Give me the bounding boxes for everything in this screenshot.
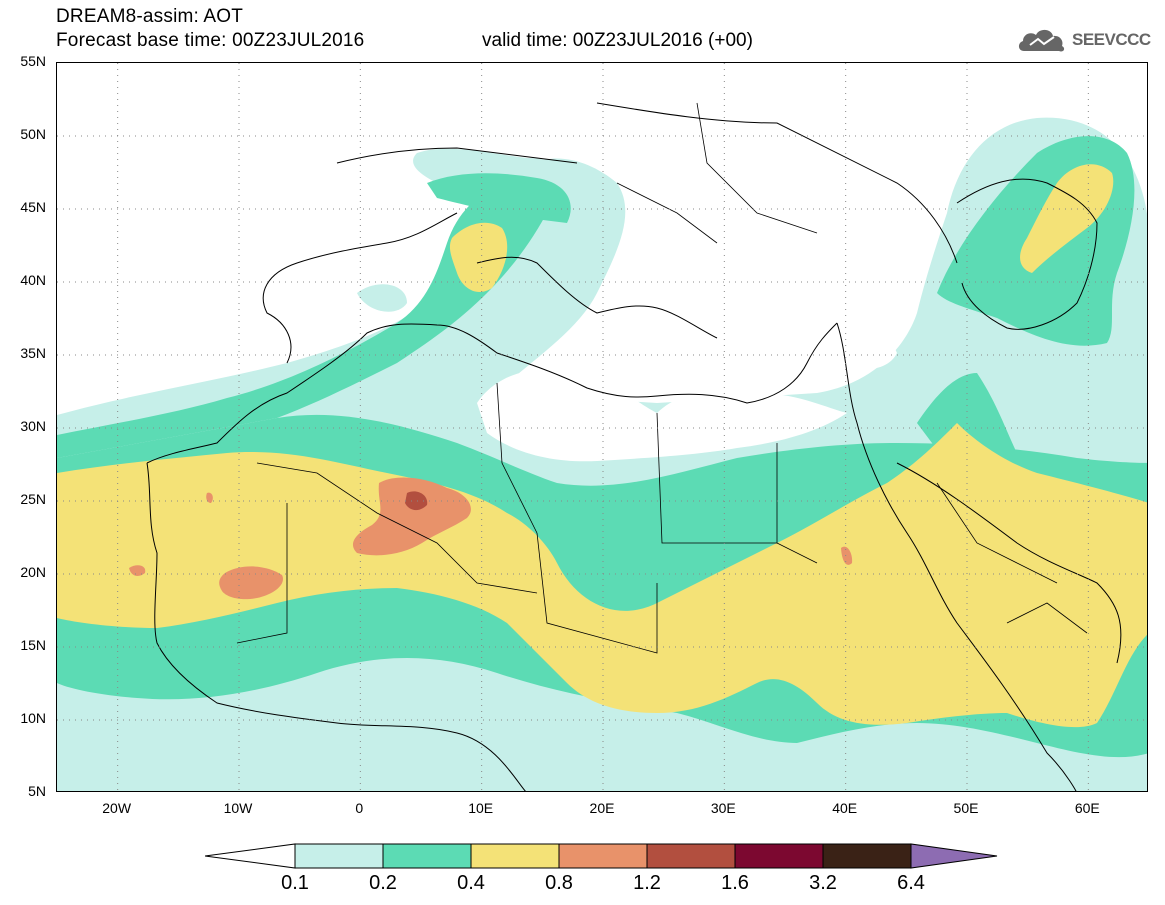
seevccc-logo: SEEVCCC [1016, 24, 1151, 56]
lon-label: 40E [832, 800, 858, 816]
cloud-icon [1018, 29, 1065, 52]
lat-label: 55N [20, 53, 46, 69]
aot-contour-1-2 [405, 491, 428, 511]
coastlines [146, 102, 1122, 791]
aot-contour-0-4 [57, 164, 1147, 728]
lon-label: 10E [468, 800, 494, 816]
lon-label: 50E [953, 800, 979, 816]
lat-label: 25N [20, 491, 46, 507]
lat-lon-grid [57, 63, 1147, 791]
lon-label: 0 [355, 800, 364, 816]
colorbar-level-label: 0.2 [369, 872, 397, 894]
lat-label: 45N [20, 199, 46, 215]
lat-label: 35N [20, 345, 46, 361]
lon-label: 20W [102, 800, 132, 816]
colorbar-level-label: 0.1 [281, 872, 309, 894]
colorbar-bin-7 [822, 843, 912, 869]
logo-text: SEEVCCC [1072, 30, 1151, 49]
lat-label: 10N [20, 710, 46, 726]
colorbar-bin-1 [294, 843, 384, 869]
aot-contour-0-8 [129, 477, 853, 600]
colorbar-level-label: 1.2 [633, 872, 661, 894]
lat-label: 30N [20, 418, 46, 434]
lon-label: 30E [710, 800, 736, 816]
colorbar-bin-4 [558, 843, 648, 869]
colorbar-bin-5 [646, 843, 736, 869]
country-borders [236, 102, 1088, 654]
colorbar [205, 843, 998, 869]
map-panel [56, 62, 1148, 792]
colorbar-level-label: 1.6 [721, 872, 749, 894]
colorbar-bin-6 [734, 843, 824, 869]
colorbar-level-label: 0.4 [457, 872, 485, 894]
lat-label: 5N [28, 783, 46, 799]
lon-label: 20E [589, 800, 615, 816]
colorbar-level-label: 3.2 [809, 872, 837, 894]
colorbar-above-arrow [910, 843, 998, 869]
valid-time: valid time: 00Z23JUL2016 (+00) [482, 30, 753, 51]
forecast-base-time: Forecast base time: 00Z23JUL2016 [56, 30, 365, 51]
lon-label: 10W [223, 800, 253, 816]
lon-label: 60E [1074, 800, 1100, 816]
lat-label: 50N [20, 126, 46, 142]
colorbar-bin-2 [382, 843, 472, 869]
lat-label: 40N [20, 272, 46, 288]
lat-label: 15N [20, 637, 46, 653]
colorbar-level-label: 0.8 [545, 872, 573, 894]
aot-map [57, 63, 1147, 791]
colorbar-bin-3 [470, 843, 560, 869]
colorbar-level-label: 6.4 [897, 872, 925, 894]
colorbar-below-arrow [205, 843, 296, 869]
aot-low-region [477, 328, 897, 462]
lat-label: 20N [20, 564, 46, 580]
map-title: DREAM8-assim: AOT [56, 6, 244, 27]
